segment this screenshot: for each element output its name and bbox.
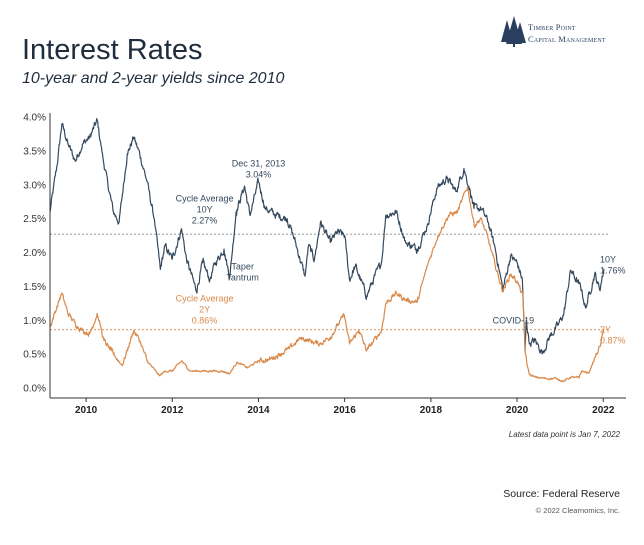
latest-data-note: Latest data point is Jan 7, 2022 [509, 430, 620, 439]
ann-covid: COVID-19 [493, 316, 535, 326]
ann-cycle-avg-10y-text: Cycle Average [176, 194, 234, 204]
x-tick-label: 2012 [161, 405, 184, 416]
x-tick-label: 2020 [506, 405, 529, 416]
ann-end-2y: 2Y0.87% [600, 324, 626, 345]
ann-taper-tantrum-text: Taper [231, 261, 254, 271]
y-tick-label: 0.0% [23, 384, 46, 395]
ann-cycle-avg-2y-text: 2Y [199, 304, 210, 314]
y-tick-label: 3.5% [23, 146, 46, 157]
ann-end-10y-text: 10Y [600, 255, 616, 265]
series-lines [50, 119, 604, 382]
y-tick-label: 3.0% [23, 180, 46, 191]
ann-dec-2013-text: 3.04% [246, 169, 272, 179]
x-tick-label: 2014 [247, 405, 270, 416]
ann-cycle-avg-2y-text: Cycle Average [176, 293, 234, 303]
y-tick-label: 2.0% [23, 248, 46, 259]
y-tick-label: 0.5% [23, 350, 46, 361]
ann-end-2y-text: 2Y [600, 324, 611, 334]
ann-dec-2013-text: Dec 31, 2013 [232, 158, 286, 168]
y-tick-label: 1.0% [23, 316, 46, 327]
y-tick-label: 1.5% [23, 282, 46, 293]
x-tick-label: 2010 [75, 405, 98, 416]
series-2y-line [50, 187, 604, 382]
y-tick-label: 4.0% [23, 113, 46, 124]
source-note: Source: Federal Reserve [503, 488, 620, 500]
ann-taper-tantrum-text: Tantrum [226, 272, 259, 282]
ann-end-10y-text: 1.76% [600, 266, 626, 276]
ann-end-2y-text: 0.87% [600, 335, 626, 345]
ann-cycle-avg-10y-text: 10Y [197, 205, 213, 215]
interest-rates-chart: 0.0% 0.5% 1.0% 1.5% 2.0% 2.5% 3.0% 3.5% 4.0% 2010… [0, 0, 644, 545]
ann-covid-text: COVID-19 [493, 316, 535, 326]
ann-cycle-avg-10y-text: 2.27% [192, 216, 218, 226]
axes: 0.0% 0.5% 1.0% 1.5% 2.0% 2.5% 3.0% 3.5% 4.0% 2010… [23, 113, 626, 417]
x-tick-label: 2018 [420, 405, 443, 416]
x-tick-label: 2016 [334, 405, 357, 416]
copyright-note: © 2022 Clearnomics, Inc. [536, 506, 620, 515]
y-tick-label: 2.5% [23, 214, 46, 225]
ann-cycle-avg-2y-text: 0.86% [192, 315, 218, 325]
x-tick-label: 2022 [592, 405, 615, 416]
